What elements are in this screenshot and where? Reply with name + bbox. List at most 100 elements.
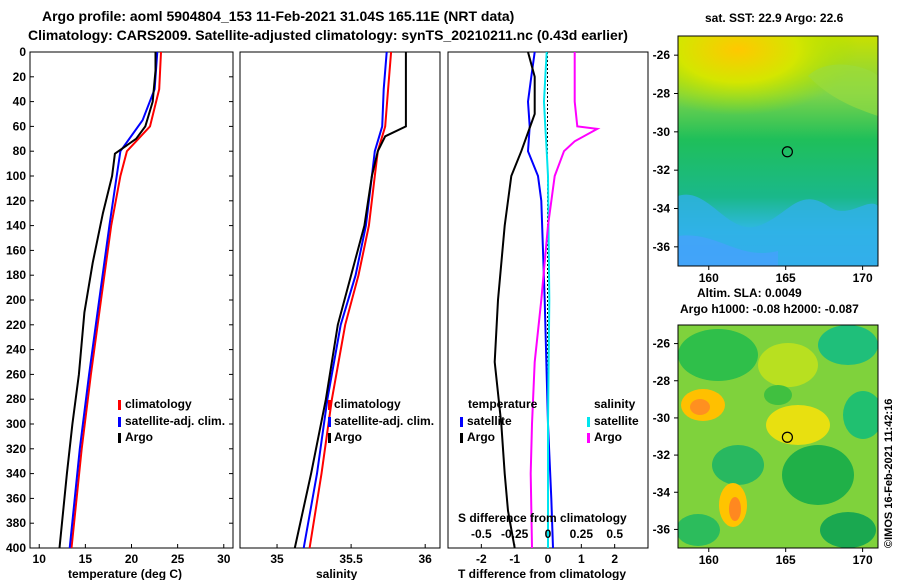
legend-argo-swatch — [328, 433, 331, 443]
legend-salinity-title: salinity — [594, 397, 636, 411]
depth-tick-label: 260 — [6, 367, 26, 381]
series-line-argo — [58, 52, 157, 549]
map-y-tick-label: -32 — [653, 448, 671, 462]
sla-map-title-1: Altim. SLA: 0.0049 — [697, 286, 802, 300]
depth-tick-label: 20 — [13, 70, 27, 84]
legend-satellite-swatch — [118, 417, 121, 427]
depth-tick-label: 160 — [6, 243, 26, 257]
map-y-tick-label: -30 — [653, 411, 671, 425]
depth-tick-label: 220 — [6, 318, 26, 332]
x-tick-label: -1 — [509, 552, 520, 566]
x-tick-label: -2 — [476, 552, 487, 566]
depth-tick-label: 60 — [13, 119, 27, 133]
x-tick-label: 30 — [217, 552, 231, 566]
legend-sal-argo-swatch — [587, 433, 590, 443]
map-y-tick-label: -28 — [653, 374, 671, 388]
temperature-panel: 0204060801001201401601802002202402602803… — [6, 45, 648, 580]
argo-position-marker — [781, 146, 793, 158]
temperature-xlabel: temperature (deg C) — [68, 567, 182, 580]
top-x-tick-label: 0.25 — [570, 527, 594, 541]
legend-climatology-swatch — [118, 400, 121, 410]
header-line1: Argo profile: aoml 5904804_153 11-Feb-20… — [42, 8, 514, 24]
salinity-panel: 35 35.5 36 salinity climatology satellite-… — [239, 51, 441, 580]
sst-map-frame — [677, 35, 879, 267]
header-line2: Climatology: CARS2009. Satellite-adjuste… — [28, 27, 628, 43]
legend-climatology-swatch — [328, 400, 331, 410]
difference-top-xlabel: S difference from climatology — [458, 511, 627, 525]
sla-map-frame — [677, 324, 879, 549]
legend-sal-argo: Argo — [594, 430, 622, 444]
depth-tick-label: 280 — [6, 392, 26, 406]
difference-legend: temperature salinity satellite Argo sate… — [460, 397, 639, 444]
series-line-salinity-satellite — [542, 51, 551, 548]
x-tick-label: 36 — [419, 552, 433, 566]
depth-tick-label: 140 — [6, 219, 26, 233]
legend-temp-satellite: satellite — [467, 414, 512, 428]
x-tick-label: 20 — [125, 552, 139, 566]
top-x-tick-label: 0.5 — [606, 527, 623, 541]
legend-temp-argo-swatch — [460, 433, 463, 443]
x-tick-label: 15 — [79, 552, 93, 566]
legend-temp-argo: Argo — [467, 430, 495, 444]
series-line-temperature-argo — [493, 51, 536, 549]
salinity-xlabel: salinity — [316, 567, 358, 580]
map-y-tick-label: -36 — [653, 240, 671, 254]
depth-tick-label: 400 — [6, 541, 26, 555]
legend-climatology: climatology — [125, 397, 192, 411]
series-line-salinity-argo — [529, 52, 601, 549]
series-line-satellite-adj-clim- — [302, 51, 388, 549]
legend-argo: Argo — [334, 430, 362, 444]
legend-satellite-swatch — [328, 417, 331, 427]
depth-tick-label: 380 — [6, 516, 26, 530]
difference-xlabel: T difference from climatology — [458, 567, 626, 580]
temperature-legend: climatology satellite-adj. clim. Argo — [118, 397, 225, 444]
x-tick-label: 35 — [270, 552, 284, 566]
top-x-tick-label: 0 — [545, 527, 552, 541]
temperature-x-axis: 10 15 20 25 30 — [33, 544, 231, 566]
depth-tick-label: 340 — [6, 467, 26, 481]
imos-credit: ©IMOS 16-Feb-2021 11:42:16 — [883, 399, 895, 548]
legend-satellite: satellite-adj. clim. — [125, 414, 225, 428]
legend-temperature-title: temperature — [468, 397, 538, 411]
map-x-tick-label: 170 — [853, 553, 873, 567]
map-x-tick-label: 165 — [776, 271, 796, 285]
legend-temp-satellite-swatch — [460, 417, 463, 427]
legend-argo: Argo — [125, 430, 153, 444]
depth-tick-label: 200 — [6, 293, 26, 307]
salinity-plot-frame — [239, 51, 441, 549]
depth-tick-label: 0 — [19, 45, 26, 59]
map-y-tick-label: -34 — [653, 202, 671, 216]
x-tick-label: 25 — [171, 552, 185, 566]
sla-map-title-2: Argo h1000: -0.08 h2000: -0.087 — [680, 302, 859, 316]
depth-tick-label: 300 — [6, 417, 26, 431]
legend-sal-satellite-swatch — [587, 417, 590, 427]
sla-map-image — [678, 325, 878, 548]
x-tick-label: 1 — [578, 552, 585, 566]
difference-top-x-axis: -0.5 -0.25 0 0.25 0.5 — [471, 527, 623, 541]
legend-climatology: climatology — [334, 397, 401, 411]
map-y-tick-label: -32 — [653, 163, 671, 177]
legend-satellite: satellite-adj. clim. — [334, 414, 434, 428]
depth-tick-label: 180 — [6, 268, 26, 282]
argo-position-marker — [781, 431, 793, 443]
sla-map-axes: 160 165 170 -26 -28 -30 -32 -34 -36 — [653, 337, 873, 567]
map-y-tick-label: -36 — [653, 522, 671, 536]
depth-tick-label: 240 — [6, 343, 26, 357]
map-y-tick-label: -30 — [653, 125, 671, 139]
temperature-plot-frame — [29, 51, 234, 549]
x-tick-label: 10 — [33, 552, 47, 566]
series-line-argo — [293, 52, 407, 549]
series-line-climatology — [70, 51, 162, 549]
sst-map-title: sat. SST: 22.9 Argo: 22.6 — [705, 11, 844, 25]
sst-map: sat. SST: 22.9 Argo: 22.6 160 165 170 -26 -2… — [653, 11, 879, 285]
map-y-tick-label: -26 — [653, 48, 671, 62]
depth-tick-label: 80 — [13, 144, 27, 158]
map-y-tick-label: -26 — [653, 337, 671, 351]
sst-map-image — [678, 36, 878, 266]
depth-tick-label: 100 — [6, 169, 26, 183]
depth-tick-label: 120 — [6, 194, 26, 208]
difference-series — [493, 51, 601, 549]
map-x-tick-label: 160 — [699, 271, 719, 285]
x-tick-label: 0 — [545, 552, 552, 566]
